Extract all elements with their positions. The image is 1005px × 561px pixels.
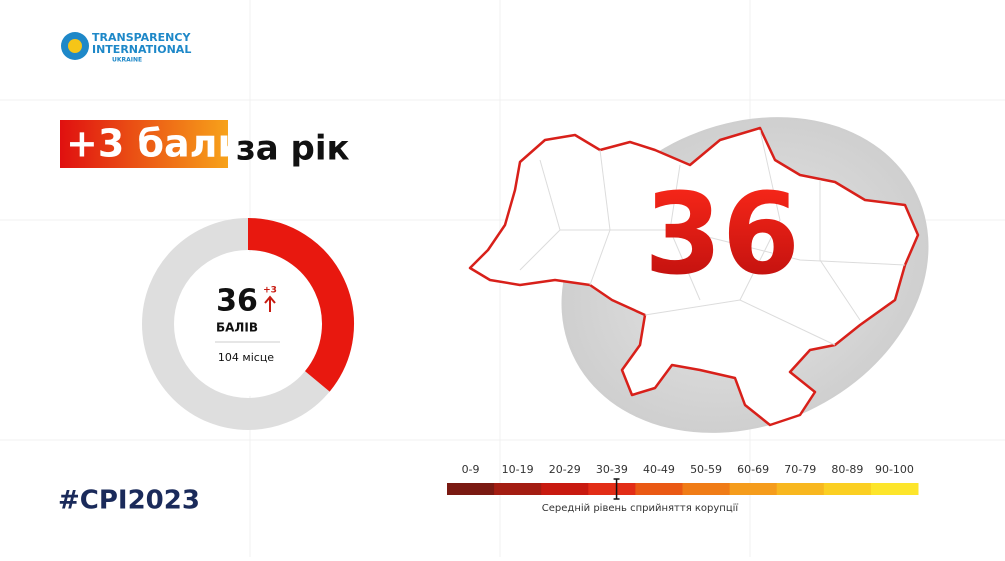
scale-label: 10-19 — [502, 463, 534, 476]
scale-segment — [870, 483, 919, 495]
map-score: 36 — [644, 170, 800, 300]
scale-label: 90-100 — [875, 463, 914, 476]
scale-segment — [541, 483, 589, 495]
headline-highlight: +3 бали — [66, 122, 244, 166]
scale-label: 0-9 — [462, 463, 480, 476]
hashtag: #CPI2023 — [58, 486, 200, 516]
scale-segment — [588, 483, 636, 495]
scale-segment — [776, 483, 825, 495]
gauge-unit: БАЛІВ — [216, 321, 258, 335]
scale-segment — [635, 483, 683, 495]
gauge-arc — [247, 218, 354, 392]
scale-label: 70-79 — [784, 463, 816, 476]
scale-segment — [494, 483, 542, 495]
scale-segment — [823, 483, 872, 495]
gauge-score: 36 — [216, 284, 258, 319]
headline-box — [60, 120, 228, 168]
scale-segment — [447, 483, 495, 495]
scale-label: 60-69 — [737, 463, 769, 476]
gauge-change: +3 — [263, 286, 277, 296]
region-borders — [519, 129, 906, 346]
scale-label: 80-89 — [831, 463, 863, 476]
logo-text: INTERNATIONAL — [92, 43, 191, 56]
up-arrow — [264, 295, 276, 312]
gauge-rank: 104 місце — [218, 351, 274, 364]
scale-caption: Середній рівень сприйняття корупції — [542, 502, 739, 514]
scale-segment — [729, 483, 778, 495]
score-marker — [613, 478, 620, 500]
logo-text: TRANSPARENCY — [92, 31, 191, 44]
scale-label: 50-59 — [690, 463, 722, 476]
logo-text: UKRAINE — [112, 57, 142, 64]
gauge-center — [176, 252, 320, 396]
scale-segment — [682, 483, 731, 495]
headline-rest: за рік — [236, 129, 350, 169]
scale: 0-9 10-19 20-29 30-39 40-49 50-59 60-69 70-79 80… — [447, 463, 919, 500]
logo-icon-center — [68, 39, 82, 53]
scale-label: 20-29 — [549, 463, 581, 476]
scale-label: 40-49 — [643, 463, 675, 476]
scale-label: 30-39 — [596, 463, 628, 476]
gauge: 36 +3 БАЛІВ 104 місце — [142, 218, 354, 430]
